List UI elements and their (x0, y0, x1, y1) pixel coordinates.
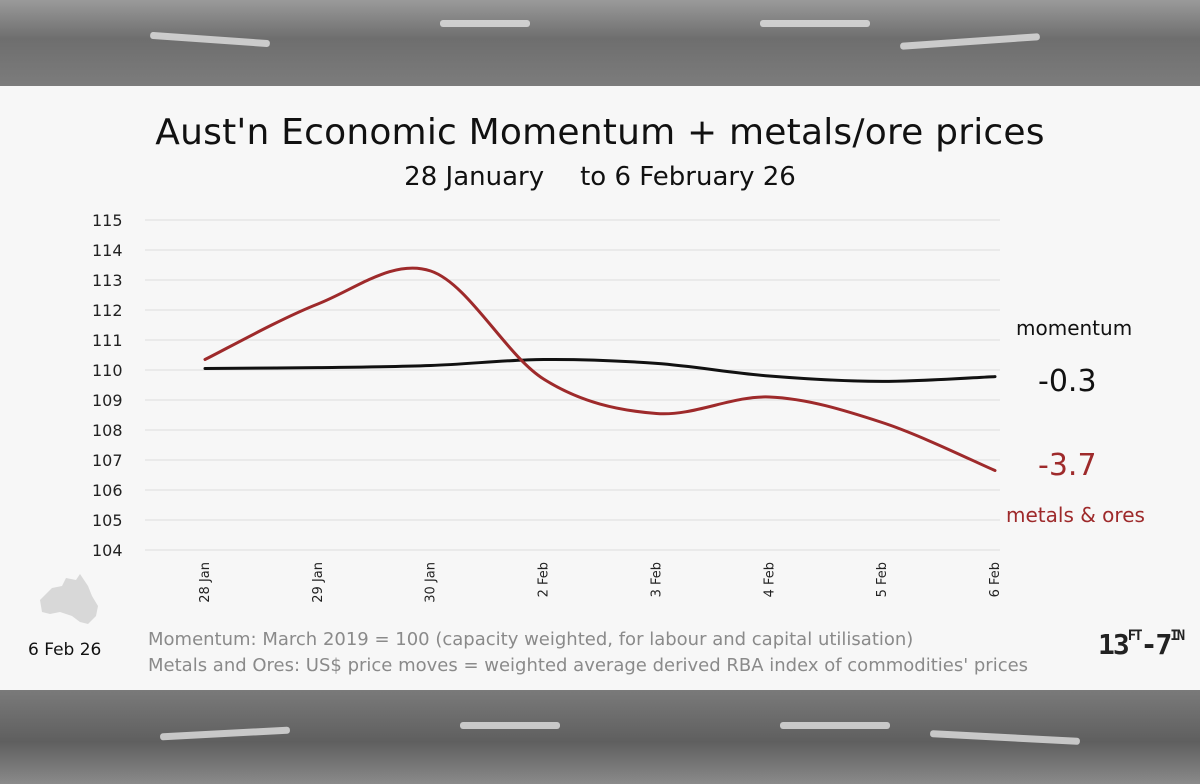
y-tick-label: 115 (92, 211, 123, 230)
y-tick-label: 104 (92, 541, 123, 560)
y-tick-label: 105 (92, 511, 123, 530)
header-photo-band (0, 0, 1200, 86)
x-tick-label: 30 Jan (424, 562, 439, 603)
y-tick-label: 110 (92, 361, 123, 380)
y-tick-label: 106 (92, 481, 123, 500)
x-tick-label: 4 Feb (762, 562, 777, 597)
y-tick-label: 114 (92, 241, 123, 260)
y-axis: 104 105 106 107 108 109 110 111 112 113 114 115 (92, 211, 123, 560)
series-lines (203, 266, 997, 472)
subtitle-to: to 6 February 26 (580, 162, 796, 192)
chart-subtitle: 28 January to 6 February 26 (0, 162, 1200, 192)
logo: 13FT-7IN (1098, 628, 1185, 661)
footer-photo-band (0, 690, 1200, 784)
y-tick-label: 107 (92, 451, 123, 470)
y-tick-label: 109 (92, 391, 123, 410)
grid-lines (145, 219, 1000, 551)
end-value-metals: -3.7 (1038, 448, 1097, 483)
x-tick-label: 2 Feb (537, 562, 552, 597)
chart-panel (0, 86, 1200, 690)
y-tick-label: 111 (92, 331, 123, 350)
series-line-metals-ores (203, 266, 997, 472)
chart-title: Aust'n Economic Momentum + metals/ore pr… (155, 112, 1045, 153)
x-tick-label: 28 Jan (198, 562, 213, 603)
legend-momentum: momentum (1016, 316, 1133, 340)
x-tick-label: 6 Feb (988, 562, 1003, 597)
report-date: 6 Feb 26 (28, 640, 102, 660)
x-axis: 28 Jan 29 Jan 30 Jan 2 Feb 3 Feb 4 Feb 5 Feb 6 … (198, 562, 1003, 603)
footnote-metals: Metals and Ores: US$ price moves = weigh… (148, 655, 1029, 676)
australia-map-icon (40, 574, 98, 624)
subtitle-from: 28 January (404, 162, 545, 192)
y-tick-label: 112 (92, 301, 123, 320)
legend-metals: metals & ores (1006, 503, 1145, 527)
y-tick-label: 108 (92, 421, 123, 440)
x-tick-label: 5 Feb (875, 562, 890, 597)
footnote-momentum: Momentum: March 2019 = 100 (capacity wei… (148, 629, 914, 650)
series-line-momentum (203, 357, 997, 383)
end-value-momentum: -0.3 (1038, 364, 1097, 399)
x-tick-label: 29 Jan (311, 562, 326, 603)
x-tick-label: 3 Feb (649, 562, 664, 597)
y-tick-label: 113 (92, 271, 123, 290)
